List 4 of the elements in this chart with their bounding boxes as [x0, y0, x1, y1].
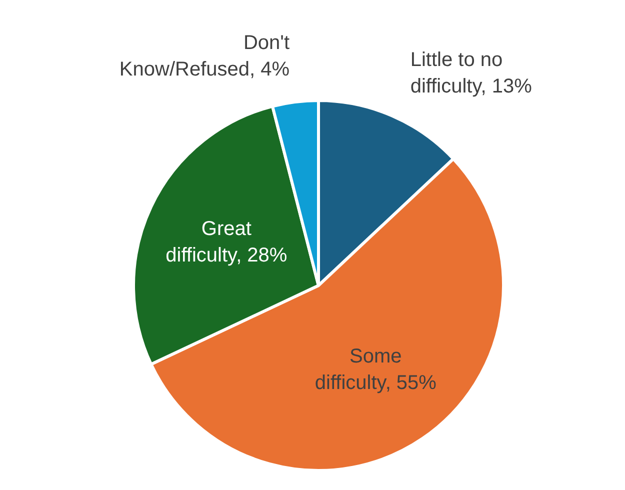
slice-label: Little to no difficulty, 13%	[410, 49, 532, 98]
slice-label: Great difficulty, 28%	[166, 218, 288, 266]
slice-label: Don't Know/Refused, 4%	[119, 32, 290, 80]
slice-label: Some difficulty, 55%	[314, 345, 437, 394]
